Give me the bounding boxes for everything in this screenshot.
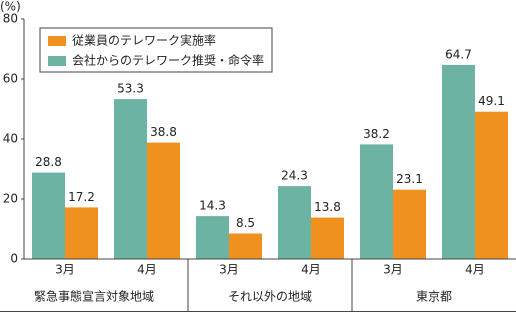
legend-box — [39, 27, 273, 73]
y-tick-label: 80 — [3, 12, 18, 26]
legend-label: 従業員のテレワーク実施率 — [72, 33, 216, 48]
value-label: 24.3 — [281, 169, 308, 183]
value-label: 53.3 — [117, 82, 144, 96]
x-tick-label: 3月 — [383, 263, 403, 277]
value-label: 23.1 — [396, 172, 423, 186]
x-tick-label: 4月 — [137, 263, 157, 277]
value-label: 17.2 — [68, 190, 95, 204]
bar — [65, 207, 98, 259]
group-label: それ以外の地域 — [228, 290, 312, 304]
y-tick-label: 20 — [3, 192, 18, 206]
y-unit: (%) — [0, 0, 21, 14]
value-label: 13.8 — [314, 200, 341, 214]
legend-label: 会社からのテレワーク推奨・命令率 — [72, 53, 264, 68]
group-label: 東京都 — [416, 290, 452, 304]
bar — [229, 233, 262, 259]
bar — [147, 142, 180, 259]
x-tick-label: 4月 — [465, 263, 485, 277]
legend-swatch — [48, 36, 66, 46]
x-tick-label: 3月 — [219, 263, 239, 277]
bar — [278, 186, 311, 259]
value-label: 64.7 — [445, 47, 472, 61]
value-label: 14.3 — [199, 199, 226, 213]
value-label: 28.8 — [35, 155, 62, 169]
y-tick-label: 40 — [3, 132, 18, 146]
bar — [196, 216, 229, 259]
value-label: 8.5 — [236, 216, 255, 230]
value-label: 38.2 — [363, 127, 390, 141]
group-label: 緊急事態宣言対象地域 — [34, 289, 154, 304]
x-tick-label: 4月 — [301, 263, 321, 277]
legend-swatch — [48, 56, 66, 66]
value-label: 38.8 — [150, 125, 177, 139]
bar — [311, 217, 344, 259]
bar — [32, 172, 65, 259]
bar — [475, 111, 508, 259]
bar — [360, 144, 393, 259]
y-tick-label: 0 — [10, 252, 18, 266]
bar — [442, 64, 475, 260]
y-tick-label: 60 — [3, 72, 18, 86]
x-tick-label: 3月 — [55, 263, 75, 277]
bar — [393, 189, 426, 259]
value-label: 49.1 — [478, 94, 505, 108]
bar — [114, 99, 147, 259]
